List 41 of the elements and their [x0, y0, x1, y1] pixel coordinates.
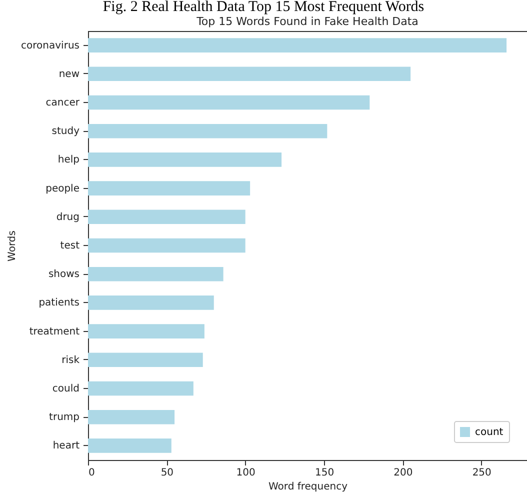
bar [88, 324, 204, 338]
x-tick-label: 250 [472, 468, 492, 478]
y-tick-label: cancer [46, 98, 80, 108]
bar [88, 381, 194, 396]
y-tick-label: help [58, 154, 80, 166]
y-tick-label: people [46, 183, 80, 194]
bar [88, 238, 246, 253]
y-tick-label: trump [49, 412, 80, 424]
bar [88, 410, 175, 424]
bar [88, 296, 214, 310]
y-tick-label: study [52, 126, 80, 138]
y-tick-label: test [60, 240, 80, 252]
y-tick-label: patients [38, 298, 80, 309]
y-tick-label: heart [52, 440, 80, 452]
y-tick-label: treatment [29, 326, 80, 338]
bar [88, 181, 250, 196]
bar [88, 266, 224, 282]
x-tick-label: 200 [394, 468, 413, 478]
bar [88, 66, 411, 82]
x-tick-label: 0 [88, 468, 95, 478]
y-tick-label: coronavirus [21, 40, 80, 52]
caption: Fig. 2 Real Health Data Top 15 Most Frequent Words [102, 0, 426, 16]
x-tick-label: 150 [314, 468, 334, 478]
y-axis-title: Words [7, 230, 18, 262]
x-axis-title: Word frequency [268, 482, 348, 492]
legend-label: count [475, 427, 504, 438]
x-tick-label: 100 [236, 468, 256, 478]
bar [88, 210, 246, 224]
bar [88, 438, 172, 453]
y-tick-label: risk [62, 354, 80, 366]
y-tick-label: drug [56, 212, 80, 223]
bar [88, 152, 282, 167]
y-tick-label: could [52, 384, 80, 394]
x-tick-label: 50 [160, 468, 174, 478]
chart-title: Top 15 Words Found in Fake Health Data [196, 15, 418, 28]
bar [88, 38, 507, 52]
bar [88, 95, 370, 110]
y-tick-label: shows [48, 269, 80, 280]
bar [88, 124, 328, 138]
bar [88, 352, 203, 368]
y-tick-label: new [58, 68, 80, 80]
